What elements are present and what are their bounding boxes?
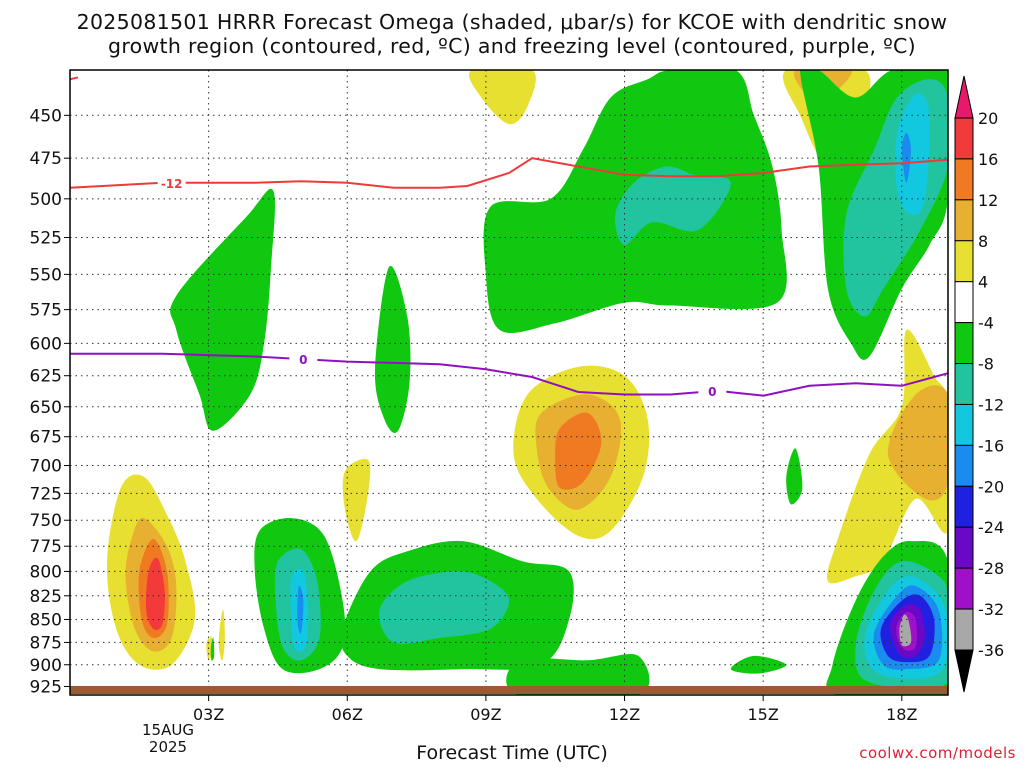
- colorbar-label: 16: [978, 150, 998, 169]
- contour-label: -12: [161, 177, 183, 191]
- colorbar-band: [954, 322, 974, 365]
- y-tick-label: 550: [30, 265, 62, 285]
- credit-link[interactable]: coolwx.com/models: [859, 744, 1016, 762]
- colorbar-label: -24: [978, 518, 1004, 537]
- y-tick-label: 825: [30, 587, 62, 607]
- date-label-year: 2025: [148, 738, 188, 756]
- colorbar-label: -16: [978, 436, 1004, 455]
- colorbar-band: [954, 403, 974, 446]
- x-tick-label: 03Z: [193, 705, 224, 724]
- descent-region-12: [895, 93, 930, 215]
- descent-region-4: [210, 637, 215, 661]
- colorbar-band: [954, 281, 974, 324]
- ascent-region-12: [555, 412, 602, 490]
- colorbar-label: -32: [978, 600, 1004, 619]
- ascent-region-8: [887, 385, 948, 501]
- colorbar-band: [954, 117, 974, 160]
- y-tick-label: 600: [30, 334, 62, 354]
- y-tick-label: 750: [30, 511, 62, 531]
- contour-label-bg: [157, 175, 186, 190]
- colorbar-band: [954, 444, 974, 487]
- terrain-band: [70, 686, 948, 694]
- colorbar-label: -4: [978, 314, 994, 333]
- colorbar-band: [954, 199, 974, 242]
- x-tick-label: 15Z: [747, 705, 778, 724]
- temperature-contours: -12 0 0: [70, 76, 948, 399]
- y-tick-label: 875: [30, 633, 62, 653]
- contour-label-bg: [698, 384, 727, 399]
- x-tick-label: 18Z: [886, 705, 917, 724]
- colorbar-label: -20: [978, 477, 1004, 496]
- ascent-region-4: [342, 458, 371, 542]
- descent-region-8: [379, 571, 509, 645]
- colorbar-label: -36: [978, 641, 1004, 660]
- colorbar-label: 8: [978, 232, 988, 251]
- contour-label-bg: [289, 352, 318, 367]
- colorbar-band: [954, 240, 974, 283]
- contour-line-fragment: [70, 76, 79, 81]
- contour-line-minus12: [70, 157, 948, 189]
- y-axis: 450 475 500 525 550 575 600 625 650 675 700 725 750 7…: [30, 106, 70, 697]
- colorbar-band: [954, 608, 974, 651]
- y-tick-label: 500: [30, 190, 62, 210]
- colorbar: 20 16 12 8 4 -4 -8 -12 -16 -20 -24 -28 -32 -36: [954, 75, 1004, 693]
- y-tick-label: 700: [30, 457, 62, 477]
- y-tick-label: 525: [30, 229, 62, 249]
- plot-frame: [69, 69, 949, 696]
- x-axis: 03Z 06Z 09Z 12Z 15Z 18Z: [193, 695, 917, 724]
- descent-region-4: [506, 654, 650, 695]
- y-tick-label: 850: [30, 610, 62, 630]
- colorbar-label: 20: [978, 109, 998, 128]
- y-tick-label: 900: [30, 656, 62, 676]
- x-axis-title: Forecast Time (UTC): [416, 742, 608, 764]
- colorbar-band: [954, 567, 974, 610]
- y-tick-label: 800: [30, 562, 62, 582]
- y-tick-label: 475: [30, 149, 62, 169]
- descent-region-32: [899, 614, 912, 647]
- colorbar-label: -28: [978, 559, 1004, 578]
- descent-region-16: [297, 585, 304, 634]
- colorbar-band: [954, 526, 974, 569]
- ascent-region-4: [218, 609, 225, 661]
- contour-label: 0: [708, 385, 716, 399]
- descent-region-4: [786, 448, 803, 505]
- colorbar-label: -12: [978, 395, 1004, 414]
- y-tick-label: 925: [30, 677, 62, 697]
- colorbar-top-arrow: [954, 75, 974, 119]
- colorbar-band: [954, 363, 974, 405]
- colorbar-band: [954, 485, 974, 528]
- descent-region-4: [374, 265, 411, 433]
- ascent-region-16: [145, 557, 165, 630]
- chart-title-line-1: 2025081501 HRRR Forecast Omega (shaded, …: [76, 10, 948, 34]
- y-tick-label: 625: [30, 367, 62, 387]
- x-tick-label: 09Z: [470, 705, 501, 724]
- ascent-region-4: [469, 70, 536, 125]
- y-tick-label: 775: [30, 537, 62, 557]
- y-tick-label: 675: [30, 428, 62, 448]
- chart-title-line-2: growth region (contoured, red, ºC) and f…: [108, 34, 916, 58]
- contour-label: 0: [299, 353, 307, 367]
- x-tick-label: 06Z: [332, 705, 363, 724]
- colorbar-label: -8: [978, 355, 994, 374]
- colorbar-label: 4: [978, 273, 988, 292]
- colorbar-label: 12: [978, 191, 998, 210]
- y-tick-label: 725: [30, 484, 62, 504]
- y-tick-label: 450: [30, 106, 62, 126]
- omega-shading: [106, 70, 948, 695]
- x-tick-label: 12Z: [609, 705, 640, 724]
- colorbar-band: [954, 158, 974, 201]
- colorbar-bottom-arrow: [954, 649, 974, 693]
- y-tick-label: 650: [30, 398, 62, 418]
- descent-region-4: [170, 188, 276, 431]
- date-label-day: 15AUG: [142, 721, 194, 739]
- y-tick-label: 575: [30, 301, 62, 321]
- descent-region-8: [614, 166, 731, 246]
